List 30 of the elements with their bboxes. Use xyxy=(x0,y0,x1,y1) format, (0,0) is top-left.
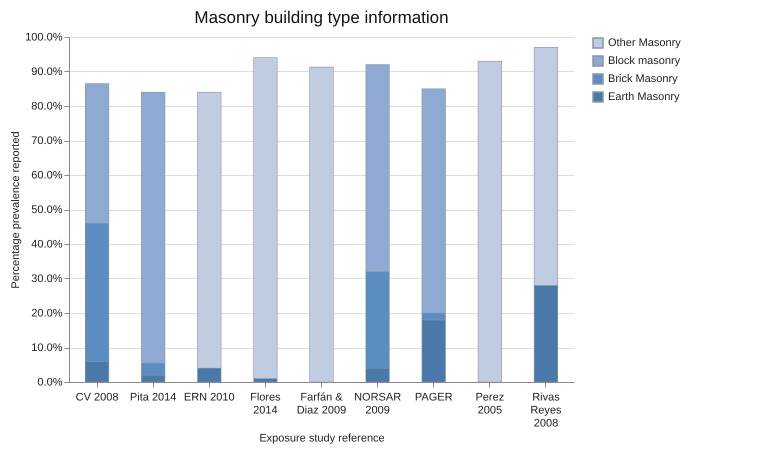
y-tick-label: 30.0% xyxy=(31,273,63,285)
x-tick-label: Flores 2014 xyxy=(250,392,282,416)
x-tick-label: Perez 2005 xyxy=(475,392,504,416)
y-tick-label: 10.0% xyxy=(31,342,63,354)
legend-label: Earth Masonry xyxy=(608,91,680,103)
y-tick-label: 100.0% xyxy=(25,32,63,44)
legend-label: Brick Masonry xyxy=(608,73,678,85)
x-tick-label: Rivas Reyes 2008 xyxy=(530,392,562,430)
bar xyxy=(478,60,502,382)
x-tick-label: PAGER xyxy=(414,392,453,404)
x-tick-label: Farfán & Diaz 2009 xyxy=(296,392,346,416)
y-tick-label: 0.0% xyxy=(37,376,63,388)
chart-title: Masonry building type information xyxy=(194,8,449,27)
y-tick-label: 80.0% xyxy=(31,100,63,112)
y-tick-label: 50.0% xyxy=(31,204,63,216)
y-tick-label: 90.0% xyxy=(31,66,63,78)
x-axis-title: Exposure study reference xyxy=(259,432,385,444)
y-tick-label: 20.0% xyxy=(31,308,63,320)
x-tick-label: Pita 2014 xyxy=(130,392,176,404)
bar xyxy=(309,66,334,382)
x-tick-label: NORSAR 2009 xyxy=(354,392,402,416)
legend-label: Other Masonry xyxy=(608,37,682,49)
y-tick-label: 40.0% xyxy=(31,238,63,250)
y-tick-label: 60.0% xyxy=(31,170,63,182)
bar xyxy=(253,57,278,379)
y-tick-label: 70.0% xyxy=(31,135,63,147)
x-tick-label: ERN 2010 xyxy=(184,392,235,404)
x-tick-label: CV 2008 xyxy=(76,392,118,404)
legend-label: Block masonry xyxy=(608,55,681,67)
y-axis-title: Percentage prevalence reported xyxy=(10,131,22,289)
